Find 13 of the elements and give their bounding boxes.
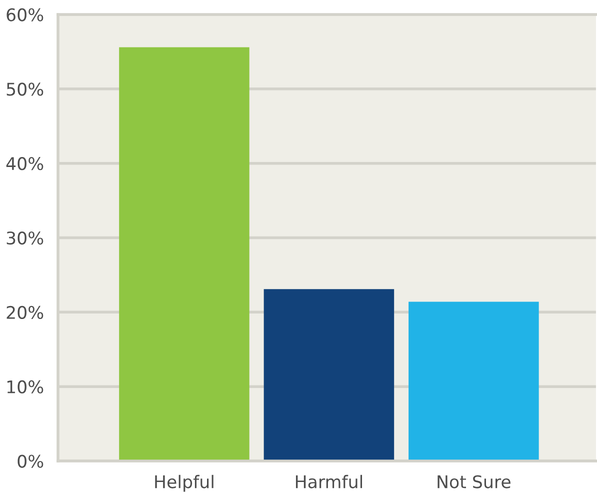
y-tick-label: 60% [6, 8, 44, 22]
y-tick-label: 10% [7, 380, 44, 394]
x-tick-label: Helpful [155, 474, 214, 492]
bar [264, 289, 394, 461]
y-tick-label: 50% [6, 82, 44, 96]
x-tick-label: Harmful [296, 474, 362, 488]
bar [408, 302, 539, 461]
y-tick-label: 30% [6, 231, 44, 245]
bar [119, 47, 250, 461]
x-tick-label: Not Sure [438, 475, 510, 488]
y-tick-label: 20% [6, 306, 44, 320]
y-tick-label: 40% [6, 157, 44, 170]
y-tick-label: 0% [18, 454, 44, 468]
